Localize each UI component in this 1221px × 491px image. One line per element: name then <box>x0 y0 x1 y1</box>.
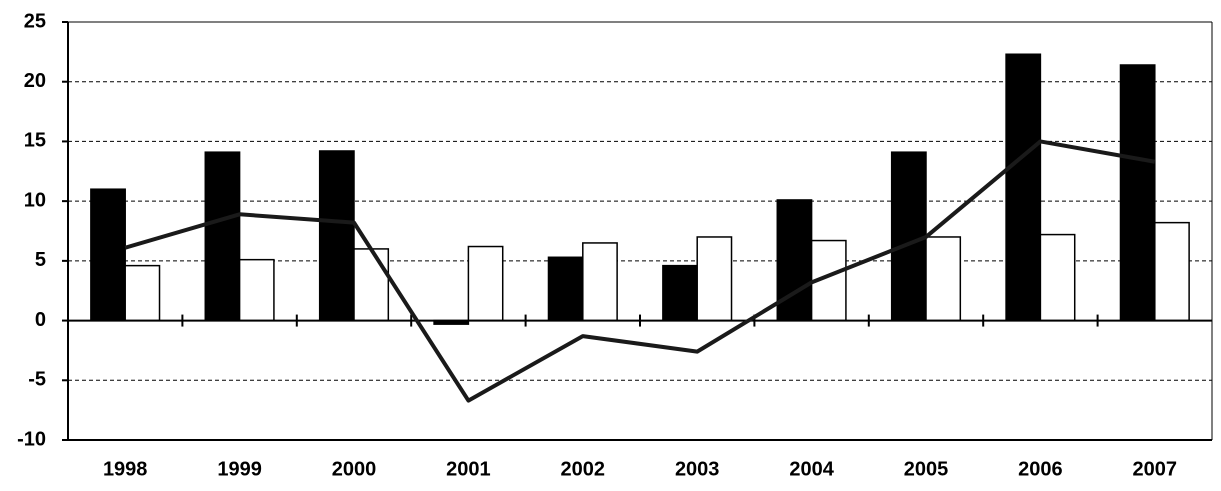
line <box>124 139 1156 403</box>
x-tick-label: 2001 <box>446 458 491 480</box>
bar <box>1039 233 1076 322</box>
bar <box>1005 53 1042 322</box>
bar <box>662 264 698 322</box>
x-tick-label: 2002 <box>561 458 606 480</box>
bar <box>1119 64 1156 322</box>
bar <box>1154 221 1190 322</box>
bar <box>124 264 161 322</box>
bar <box>318 150 355 322</box>
x-tick-label: 1998 <box>103 458 148 480</box>
x-tick-label: 2003 <box>675 458 720 480</box>
bar <box>204 151 241 322</box>
x-tick-label: 2006 <box>1018 458 1063 480</box>
bar <box>696 236 733 322</box>
bar <box>238 258 275 322</box>
y-tick-label: 20 <box>24 70 46 92</box>
x-tick-label: 2004 <box>789 458 834 480</box>
x-tick-label: 2007 <box>1133 458 1178 480</box>
bar <box>547 256 584 322</box>
bar <box>467 245 504 322</box>
y-tick-label: 10 <box>24 189 46 211</box>
x-tick-label: 2005 <box>904 458 949 480</box>
bar <box>353 248 390 322</box>
y-tick-label: 15 <box>24 130 46 152</box>
x-tick-label: 2000 <box>332 458 377 480</box>
bar <box>925 236 962 322</box>
bar <box>776 199 813 322</box>
bar <box>90 188 126 322</box>
y-tick-label: 0 <box>35 309 46 331</box>
x-tick-label: 1999 <box>217 458 262 480</box>
y-tick-label: 5 <box>35 249 46 271</box>
y-tick-label: -10 <box>17 428 46 450</box>
bar <box>890 151 927 322</box>
bar <box>582 242 618 322</box>
y-tick-label: -5 <box>28 369 46 391</box>
y-tick-label: 25 <box>24 10 46 32</box>
